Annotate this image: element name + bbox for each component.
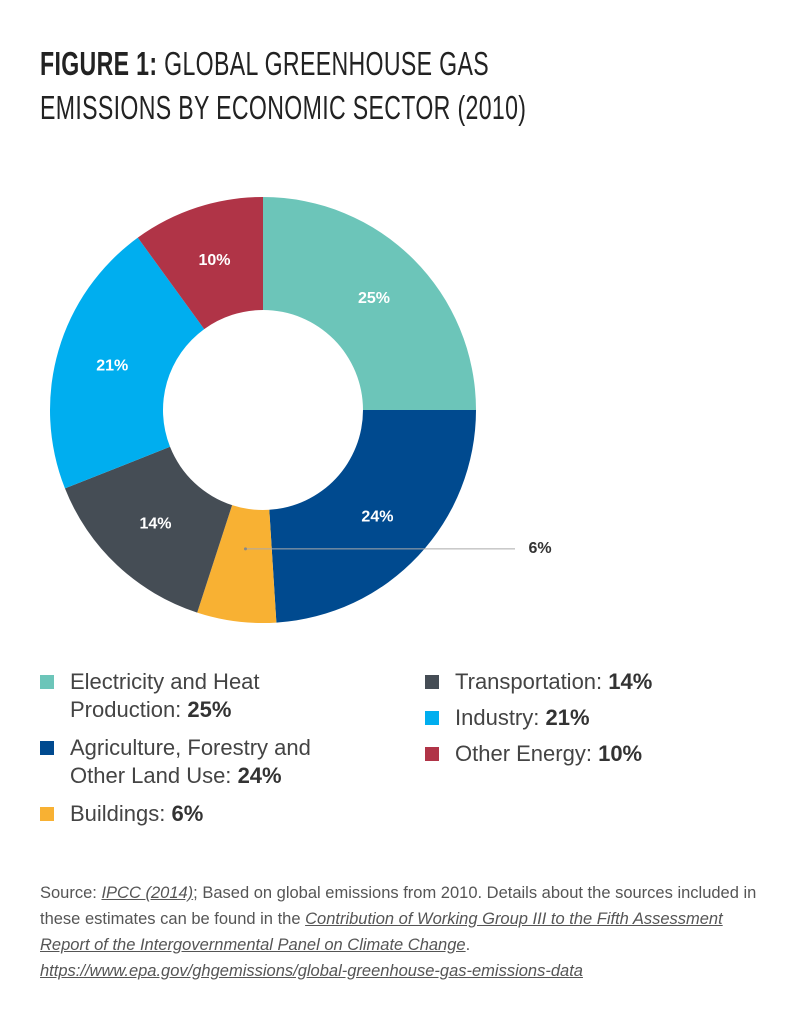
source-text: . (465, 936, 471, 954)
donut-segment (137, 197, 263, 330)
title: FIGURE 1: GLOBAL GREENHOUSE GAS EMISSION… (40, 42, 572, 130)
legend-value: 24% (237, 763, 282, 788)
legend-swatch (40, 741, 54, 755)
legend-swatch (40, 807, 54, 821)
legend-name: Agriculture, Forestry and Other Land Use… (70, 735, 311, 788)
legend-item: Other Energy: 10% (425, 740, 765, 768)
legend-value: 25% (187, 697, 232, 722)
legend-label: Transportation: 14% (455, 668, 652, 696)
legend-name: Electricity and Heat Production: (70, 669, 260, 722)
legend-item: Industry: 21% (425, 704, 765, 732)
donut-segment (64, 446, 233, 613)
legend-item: Electricity and Heat Production: 25% (40, 668, 380, 724)
source-label: Source: (40, 884, 97, 902)
title-text: GLOBAL GREENHOUSE GAS EMISSIONS BY ECONO… (40, 45, 527, 126)
legend-value: 10% (598, 741, 643, 766)
source-link[interactable]: IPCC (2014) (101, 884, 194, 902)
source-note: Source: IPCC (2014); Based on global emi… (40, 880, 775, 984)
legend-label: Other Energy: 10% (455, 740, 642, 768)
legend-name: Transportation: (455, 669, 603, 694)
legend-label: Electricity and Heat Production: 25% (70, 668, 370, 724)
legend-label: Industry: 21% (455, 704, 590, 732)
legend-item: Buildings: 6% (40, 800, 380, 828)
legend-label: Buildings: 6% (70, 800, 203, 828)
data-label: 14% (140, 516, 172, 533)
legend-swatch (425, 675, 439, 689)
data-label: 21% (96, 357, 128, 374)
data-label: 25% (358, 290, 390, 307)
legend-swatch (425, 711, 439, 725)
legend-column: Electricity and Heat Production: 25% Agri… (40, 668, 380, 828)
legend-item: Transportation: 14% (425, 668, 765, 696)
data-label: 24% (361, 509, 393, 526)
title-prefix: FIGURE 1: (40, 45, 158, 82)
legend-swatch (425, 747, 439, 761)
legend-label: Agriculture, Forestry and Other Land Use… (70, 734, 370, 790)
donut-segment (269, 410, 476, 623)
chart: 25% 24% 6% 14% 21% 10% (50, 197, 552, 623)
source-url[interactable]: https://www.epa.gov/ghgemissions/global-… (40, 962, 583, 980)
donut-segment (197, 505, 277, 623)
legend-name: Industry: (455, 705, 540, 730)
legend-value: 21% (545, 705, 590, 730)
donut-segment (50, 237, 205, 489)
leader-dot (243, 547, 247, 551)
legend-name: Other Energy: (455, 741, 592, 766)
legend-item: Agriculture, Forestry and Other Land Use… (40, 734, 380, 790)
legend: Electricity and Heat Production: 25% Agri… (40, 668, 652, 828)
legend-swatch (40, 675, 54, 689)
legend-value: 14% (608, 669, 653, 694)
legend-value: 6% (171, 801, 204, 826)
legend-column: Transportation: 14% Industry: 21% Other En… (425, 668, 785, 768)
data-label: 6% (528, 540, 551, 557)
donut-segment (263, 197, 476, 410)
source-text: ; Based on global emissions from 2010. D… (40, 884, 757, 928)
data-label: 10% (198, 252, 230, 269)
legend-name: Buildings: (70, 801, 166, 826)
source-link[interactable]: Contribution of Working Group III to the… (40, 910, 723, 954)
